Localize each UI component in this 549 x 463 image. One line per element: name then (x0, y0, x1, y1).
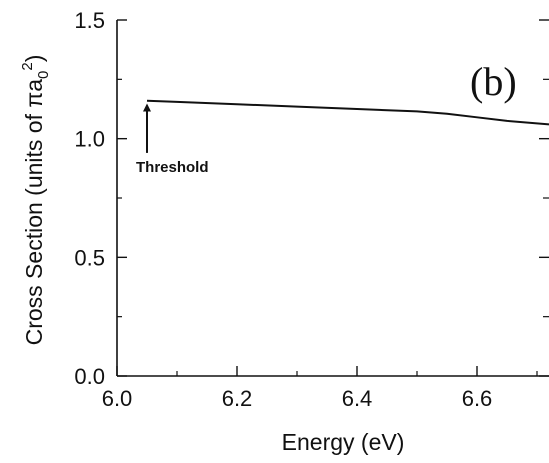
labels: (b) Energy (eV) Cross Section (units of … (19, 55, 517, 455)
y-tick-label: 0.0 (74, 364, 105, 389)
x-tick-label: 6.0 (102, 386, 133, 411)
y-tick-label: 0.5 (74, 245, 105, 270)
y-axis-label-subscript: 0 (35, 71, 52, 79)
threshold-arrowhead (143, 103, 151, 112)
panel-label: (b) (470, 59, 517, 104)
y-axis-label: Cross Section (units of πa02) (19, 55, 52, 346)
threshold-annotation-label: Threshold (136, 159, 209, 176)
y-axis-label-close: ) (21, 55, 47, 63)
x-axis-label: Energy (eV) (282, 429, 405, 455)
ticks: 6.0 6.2 6.4 6.6 0.0 0.5 1.0 1.5 (74, 8, 549, 411)
cross-section-line (146, 99, 549, 126)
y-tick-label: 1.5 (74, 8, 105, 33)
x-tick-label: 6.6 (462, 386, 493, 411)
y-tick-label: 1.0 (74, 127, 105, 152)
y-axis-label-superscript: 2 (19, 62, 36, 70)
x-tick-label: 6.4 (342, 386, 373, 411)
series (143, 99, 549, 153)
x-tick-label: 6.2 (222, 386, 253, 411)
y-axis-label-main: Cross Section (units of πa (21, 79, 47, 346)
